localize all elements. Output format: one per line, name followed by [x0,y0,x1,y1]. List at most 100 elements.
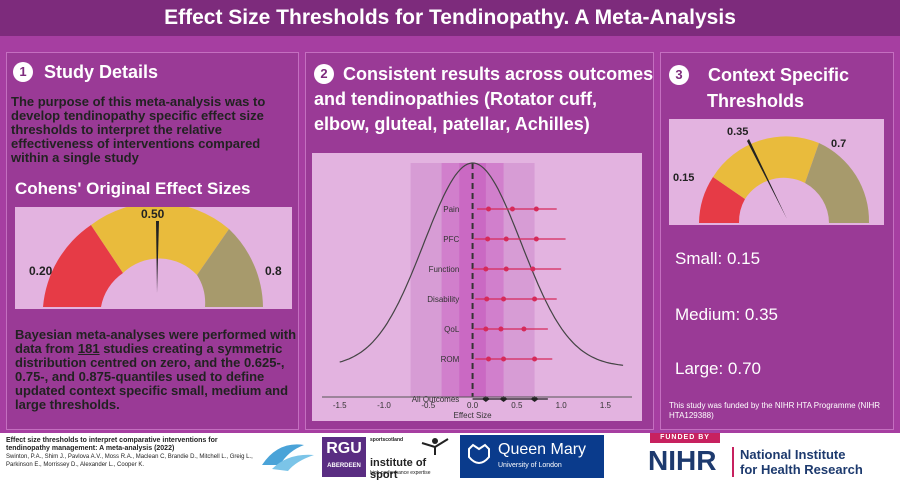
nihr-abbr: NIHR [648,445,717,476]
x-tick-label: -1.5 [333,401,347,410]
methods-study-count: 181 [77,341,100,356]
section-title-line3: elbow, gluteal, patellar, Achilles) [314,113,590,134]
x-tick-label: 1.0 [556,401,568,410]
swirl-logo [262,444,314,471]
qm-logo-subtext: University of London [498,462,562,469]
x-tick-label: 0.0 [467,401,479,410]
section-title-study-details: 1 Study Details [13,61,158,83]
x-tick-label: -1.0 [377,401,391,410]
nihr-full-name: National Institute for Health Research [740,447,863,477]
section-title-line2: Thresholds [707,91,805,112]
x-axis-label: Effect Size [454,411,493,420]
cohens-gauge-box: 0.20 0.50 0.8 [15,202,292,309]
section-title-line2: and tendinopathies (Rotator cuff, [314,88,597,109]
citation-title: Effect size thresholds to interpret comp… [6,437,218,452]
citation-authors: Swinton, P.A., Shim J., Pavlova A.V., Mo… [6,454,253,468]
nihr-name-line1: National Institute [740,447,846,462]
row-label: QoL [444,325,460,334]
gauge-label-medium: 0.50 [141,207,165,221]
sport-logo-line3: high performance expertise [370,470,431,476]
citation: Effect size thresholds to interpret comp… [6,437,256,469]
study-intro-text: The purpose of this meta-analysis was to… [11,94,266,165]
context-gauge-box: 0.15 0.35 0.7 [669,119,884,225]
data-point [533,236,539,242]
section-title-line1: Context Specific [708,65,850,86]
methods-text: Bayesian meta-analyses were performed wi… [15,328,297,412]
nihr-logo: FUNDED BY NIHR National Institute for He… [640,433,898,480]
data-point [486,356,492,362]
funding-note: This study was funded by the NIHR HTA Pr… [669,401,881,420]
step-number-badge: 2 [314,64,334,85]
row-label: Function [429,265,460,274]
gauge-large-segment [197,229,263,307]
gauge-small-segment [43,225,123,307]
gauge-large-segment [805,143,870,223]
gauge-needle [156,221,159,293]
gauge-label-large: 0.7 [831,138,846,150]
step-number-badge: 3 [669,65,689,86]
gauge-label-small: 0.15 [673,172,694,184]
row-label: PFC [443,235,459,244]
data-point [532,296,538,302]
data-point [509,206,515,212]
data-point [533,206,539,212]
section-title-text: Study Details [44,61,159,82]
queen-mary-logo: Queen Mary University of London [460,435,604,478]
cohens-subtitle: Cohens' Original Effect Sizes [15,179,251,198]
row-label: All Outcomes [412,395,460,404]
data-point [501,296,507,302]
panel-study-details: 1 Study Details The purpose of this meta… [6,52,299,430]
section-title-consistent-results: 2 Consistent results across outcomes and… [314,61,654,137]
page-title: Effect Size Thresholds for Tendinopathy.… [0,0,900,36]
row-label: ROM [441,355,460,364]
x-tick-label: 1.5 [600,401,612,410]
methods-text-part2: studies creating a symmetric distributio… [15,341,289,412]
step-number-badge: 1 [13,62,33,83]
data-point [503,236,509,242]
section-title-context-thresholds: 3 Context Specific Thresholds [669,61,849,114]
section-title-line1: Consistent results across outcomes [343,63,654,84]
data-point [485,236,491,242]
forest-plot: Pain PFC Function Disability QoL ROM All Outco… [312,153,642,421]
data-point [483,266,489,272]
gauge-label-large: 0.8 [265,264,282,278]
data-point [483,326,489,332]
data-point [532,356,538,362]
nihr-name-line2: for Health Research [740,462,863,477]
x-tick-label: -0.5 [421,401,435,410]
data-point [530,266,536,272]
data-point [503,266,509,272]
data-point [486,206,492,212]
gauge-label-medium: 0.35 [727,126,748,138]
panel-consistent-results: 2 Consistent results across outcomes and… [305,52,654,430]
data-point [498,326,504,332]
nihr-funded-banner: FUNDED BY [650,433,720,443]
qm-logo-name: Queen Mary [498,441,587,458]
nihr-divider [732,447,734,477]
cohens-gauge: 0.20 0.50 0.8 [29,202,282,307]
gauge-small-segment [699,177,745,223]
x-tick-label: 0.5 [511,401,523,410]
context-gauge: 0.15 0.35 0.7 [673,126,870,223]
sport-logo-line2: institute of sport [370,457,427,480]
panel-context-thresholds: 3 Context Specific Thresholds 0.15 0.35 … [660,52,894,430]
distribution-curve [339,162,624,366]
swirl-logo-mark-2 [272,454,314,471]
athlete-icon [421,438,449,455]
sport-institute-logo: sportscotland institute of sport high pe… [370,437,456,480]
rgu-logo-subtext: ABERDEEN [327,463,361,469]
gauge-label-small: 0.20 [29,264,53,278]
rgu-logo-text: RGU [326,440,362,457]
crown-shield-icon [468,443,490,464]
sport-logo-line1: sportscotland [370,437,404,443]
swirl-logo-mark [262,444,304,465]
gauge-medium-segment [713,136,819,199]
row-label: Disability [427,295,459,304]
row-label: Pain [443,205,459,214]
rgu-logo: RGU ABERDEEN [322,437,366,477]
data-point [501,356,507,362]
methods-text-part1: Bayesian meta-analyses were performed wi… [15,327,297,356]
threshold-small: Small: 0.15 [675,249,761,268]
data-point [521,326,527,332]
gauge-medium-segment [91,202,229,275]
